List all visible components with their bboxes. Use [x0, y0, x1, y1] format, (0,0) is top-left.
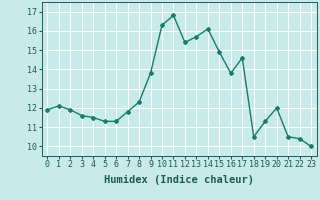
X-axis label: Humidex (Indice chaleur): Humidex (Indice chaleur) [104, 175, 254, 185]
